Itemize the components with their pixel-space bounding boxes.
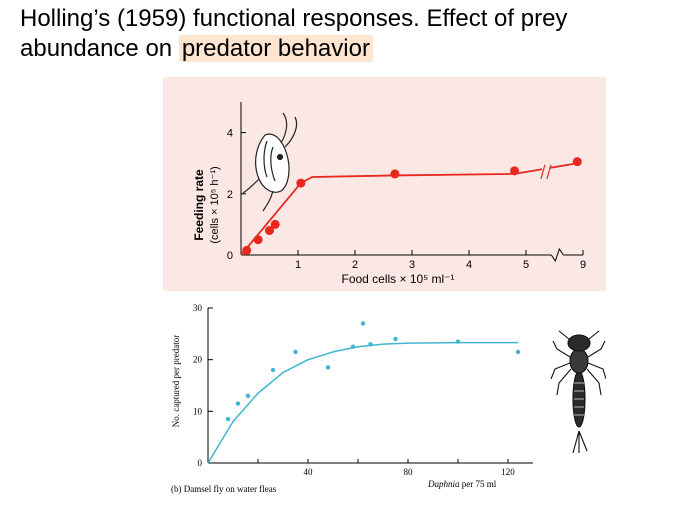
bottom-panel-label: (b) Damsel fly on water fleas (171, 484, 277, 494)
bottom-data-point (350, 344, 356, 349)
top-x-tick-label: 4 (466, 259, 472, 271)
top-x-tick-label: 3 (409, 259, 415, 271)
bottom-y-tick-label: 0 (198, 458, 203, 468)
top-curve-break-gap (541, 163, 550, 180)
bottom-y-axis-label: No. captured per predator (171, 335, 181, 427)
top-series-curve (240, 162, 578, 256)
top-x-tick-label: 9 (580, 259, 586, 271)
top-x-axis-label: Food cells × 10⁵ ml⁻¹ (341, 272, 454, 286)
slide-title: Holling’s (1959) functional responses. E… (20, 4, 680, 64)
top-data-point (265, 226, 274, 236)
top-x-tick-label: 1 (295, 259, 301, 271)
top-curve-layer (240, 162, 578, 256)
bottom-data-point (245, 393, 251, 399)
bottom-data-point (455, 339, 461, 344)
top-curve-break-mark (546, 164, 552, 179)
bottom-y-tick-label: 10 (193, 406, 203, 416)
top-x-tick-label: 5 (523, 259, 529, 271)
bottom-x-axis-label-italic: Daphnia (427, 479, 460, 489)
damselfly-nymph-illustration (550, 330, 606, 454)
bottom-x-axis-label-rest: per 75 ml (460, 479, 497, 489)
top-data-point (510, 166, 520, 176)
bottom-x-tick-label: 80 (404, 467, 414, 477)
top-points (242, 157, 582, 255)
bottom-ticks: 40 80 120 0 10 20 30 (193, 303, 515, 477)
top-ticks: 1 2 3 4 5 9 0 2 4 (227, 128, 586, 271)
top-y-tick-label: 4 (227, 128, 233, 140)
bottom-series-curve (207, 341, 518, 464)
top-data-point (296, 178, 306, 188)
bottom-data-point (235, 401, 241, 406)
top-axes (240, 102, 583, 263)
top-y-tick-label: 0 (227, 250, 233, 262)
bottom-data-point (225, 416, 231, 422)
bottom-x-axis-label: Daphnia per 75 ml (427, 479, 497, 489)
top-data-point (253, 235, 263, 245)
top-chart: 1 2 3 4 5 9 0 2 4 Food cells × 10⁵ ml⁻¹ Feeding … (192, 102, 586, 286)
bottom-data-point (393, 336, 398, 342)
bottom-data-point (325, 365, 331, 370)
bottom-chart: 40 80 120 0 10 20 30 (b) Damsel fly on water f… (171, 303, 606, 494)
top-data-point (242, 245, 252, 255)
daphnia-illustration (242, 112, 298, 212)
top-x-axis-break (550, 247, 564, 263)
top-x-tick-label: 2 (352, 259, 358, 271)
title-highlight: predator behavior (178, 35, 373, 62)
top-y-tick-label: 2 (227, 189, 233, 201)
bottom-data-point (360, 321, 366, 326)
bottom-x-tick-label: 120 (501, 467, 515, 477)
bottom-figure-panel: 40 80 120 0 10 20 30 (b) Damsel fly on water f… (163, 291, 606, 505)
bottom-curve-layer (207, 341, 518, 464)
top-figure-panel: 1 2 3 4 5 9 0 2 4 Food cells × 10⁵ ml⁻¹ Feeding … (163, 77, 606, 291)
bottom-axes (207, 308, 533, 464)
bottom-y-tick-label: 20 (193, 355, 203, 365)
bottom-data-point (515, 349, 521, 355)
top-data-point (270, 219, 280, 229)
bottom-data-point (368, 341, 373, 347)
bottom-points (225, 321, 521, 422)
top-y-axis-label-line1: Feeding rate (192, 169, 206, 241)
bottom-y-tick-label: 30 (193, 303, 203, 313)
top-data-point (572, 157, 582, 167)
top-y-axis-label-line2: (cells × 10⁵ h⁻¹) (209, 166, 221, 243)
bottom-data-point (293, 349, 298, 355)
title-text: Holling’s (1959) functional responses. E… (20, 5, 568, 62)
top-curve-break-mark (540, 164, 546, 179)
bottom-x-tick-label: 40 (304, 467, 314, 477)
top-data-point (390, 169, 400, 179)
bottom-data-point (270, 367, 276, 373)
